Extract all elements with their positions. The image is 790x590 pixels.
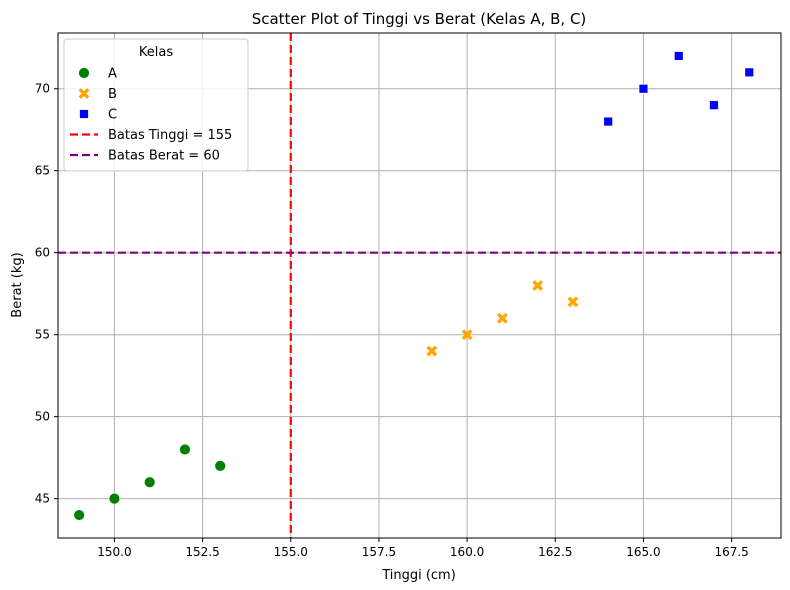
data-point-b — [426, 345, 438, 357]
data-point-b — [532, 280, 544, 291]
data-point-c — [603, 116, 614, 127]
x-tick-label: 160.0 — [450, 545, 484, 559]
x-tick-label: 157.5 — [362, 545, 396, 559]
y-axis-ticks: 45 50 55 60 65 70 — [35, 82, 58, 506]
y-tick-label: 60 — [35, 246, 50, 260]
data-point-a — [108, 492, 121, 505]
data-point-c — [638, 83, 649, 94]
legend-label: A — [108, 67, 117, 82]
data-point-a — [143, 476, 156, 489]
legend-marker-b — [78, 88, 90, 99]
x-tick-label: 167.5 — [714, 545, 748, 559]
y-tick-label: 70 — [35, 82, 50, 96]
data-point-c — [744, 67, 755, 78]
y-tick-label: 55 — [35, 328, 50, 342]
legend-marker-c — [79, 109, 89, 119]
reference-lines — [58, 33, 781, 538]
data-point-b — [461, 329, 473, 341]
data-point-c — [673, 51, 684, 61]
data-point-b — [567, 296, 579, 308]
legend-box — [63, 38, 249, 172]
x-tick-label: 165.0 — [626, 545, 660, 559]
data-point-b — [496, 312, 508, 324]
legend-marker-a — [78, 67, 90, 79]
legend-title: Kelas — [139, 45, 173, 60]
chart-title: Scatter Plot of Tinggi vs Berat (Kelas A… — [252, 10, 587, 28]
x-tick-label: 152.5 — [185, 545, 219, 559]
data-points — [73, 51, 755, 521]
data-point-a — [73, 509, 86, 521]
y-axis-label: Berat (kg) — [10, 252, 25, 317]
plot-frame — [57, 32, 782, 539]
legend-label: Batas Tinggi = 155 — [108, 128, 232, 143]
y-tick-label: 50 — [35, 410, 50, 424]
y-tick-label: 45 — [35, 492, 50, 506]
x-tick-label: 150.0 — [97, 545, 131, 559]
legend-label: C — [108, 108, 117, 123]
legend-label: B — [108, 87, 117, 102]
legend-items: ABC Batas Tinggi = 155 Batas Berat = 60 — [70, 67, 232, 164]
x-tick-label: 162.5 — [538, 545, 572, 559]
x-axis-label: Tinggi (cm) — [381, 568, 456, 583]
y-tick-label: 65 — [35, 164, 50, 178]
data-point-c — [709, 100, 719, 111]
data-point-a — [214, 459, 227, 472]
x-tick-label: 155.0 — [274, 545, 308, 559]
x-axis-ticks: 150.0 152.5 155.0 157.5 160.0 162.5 165.0 167.5 — [97, 538, 749, 559]
data-point-a — [179, 443, 191, 456]
legend-label: Batas Berat = 60 — [108, 149, 220, 164]
legend: Kelas ABC Batas Tinggi = 155 Batas Berat =… — [63, 38, 249, 172]
